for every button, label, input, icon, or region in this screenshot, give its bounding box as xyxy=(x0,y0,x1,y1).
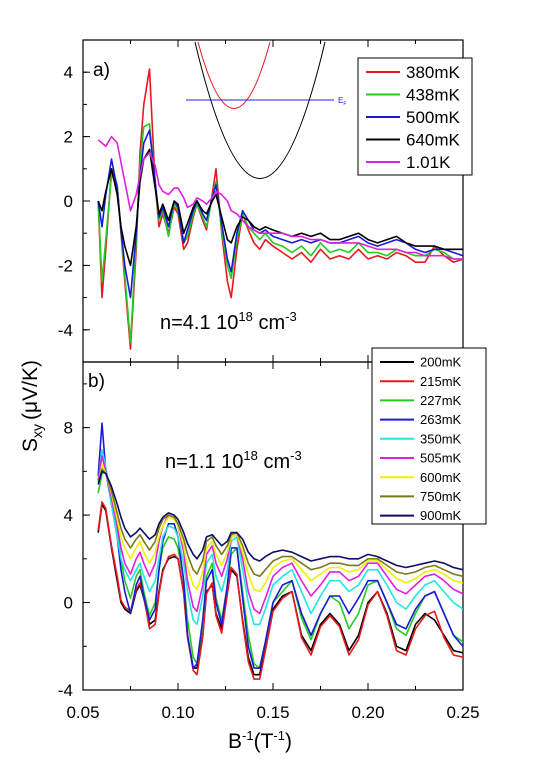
legend-label-a-380mK: 380mK xyxy=(406,63,461,82)
y-tick-label-a--2: -2 xyxy=(58,256,73,275)
series-line-a-640mK xyxy=(97,148,463,267)
inset-parabola-lower xyxy=(194,41,326,179)
legend-label-b-227mK: 227mK xyxy=(420,393,462,408)
y-tick-label-b-8: 8 xyxy=(64,419,73,438)
legend-label-b-600mK: 600mK xyxy=(420,470,462,485)
legend-label-b-750mK: 750mK xyxy=(420,489,462,504)
legend-label-a-1.01K: 1.01K xyxy=(406,153,451,172)
panel-b-series xyxy=(97,422,463,680)
panel-b-density-annotation: n=1.1 1018 cm-3 xyxy=(165,448,302,473)
legend-label-b-900mK: 900mK xyxy=(420,508,462,523)
series-line-b-215mK xyxy=(97,501,463,680)
y-tick-label-a--4: -4 xyxy=(58,321,73,340)
series-line-b-263mK xyxy=(97,422,463,669)
legend-label-a-500mK: 500mK xyxy=(406,108,461,127)
y-tick-label-a-4: 4 xyxy=(64,63,73,82)
inset-parabola-upper xyxy=(197,41,271,109)
x-tick-label-0.20: 0.20 xyxy=(351,703,384,722)
panel-b-legend: 200mK 215mK 227mK 263mK 350mK 505mK 600mK 750mK… xyxy=(371,347,487,525)
panel-b-legend-box xyxy=(371,347,487,525)
inset-fermi-label: EF xyxy=(338,96,346,107)
x-axis-label: B-1(T-1) xyxy=(228,728,292,753)
legend-label-b-505mK: 505mK xyxy=(420,451,462,466)
legend-label-b-350mK: 350mK xyxy=(420,431,462,446)
y-axis-label: Sxy(μV/K) xyxy=(19,360,45,452)
legend-label-a-640mK: 640mK xyxy=(406,130,461,149)
series-line-b-750mK xyxy=(97,468,463,578)
series-line-a-380mK xyxy=(97,68,463,350)
fermi-level-inset: EF xyxy=(186,41,346,179)
series-line-a-438mK xyxy=(97,122,463,344)
panel-a-series xyxy=(97,68,463,350)
panel-a-density-annotation: n=4.1 1018 cm-3 xyxy=(160,309,297,334)
panel-a-legend: 380mK 438mK 500mK 640mK 1.01K xyxy=(357,57,473,176)
y-tick-label-a-0: 0 xyxy=(64,192,73,211)
axis-ticks: -4 -2 0 2 4 -4 0 4 8 0.05 0.10 0.15 0.20 0.25 xyxy=(58,40,480,722)
x-tick-label-0.05: 0.05 xyxy=(66,703,99,722)
y-tick-label-b--4: -4 xyxy=(58,681,73,700)
legend-label-b-200mK: 200mK xyxy=(420,355,462,370)
y-tick-label-b-4: 4 xyxy=(64,506,73,525)
series-line-b-600mK xyxy=(97,464,463,593)
series-line-a-1.01K xyxy=(97,135,463,260)
series-line-b-900mK xyxy=(97,470,463,571)
series-line-b-350mK xyxy=(97,448,463,626)
legend-label-a-438mK: 438mK xyxy=(406,85,461,104)
x-tick-label-0.15: 0.15 xyxy=(256,703,289,722)
y-tick-label-b-0: 0 xyxy=(64,594,73,613)
x-tick-label-0.10: 0.10 xyxy=(161,703,194,722)
y-tick-label-a-2: 2 xyxy=(64,128,73,147)
legend-label-b-215mK: 215mK xyxy=(420,374,462,389)
panel-a-label: a) xyxy=(93,60,110,81)
x-tick-label-0.25: 0.25 xyxy=(446,703,479,722)
legend-label-b-263mK: 263mK xyxy=(420,412,462,427)
panel-b-label: b) xyxy=(88,371,105,392)
